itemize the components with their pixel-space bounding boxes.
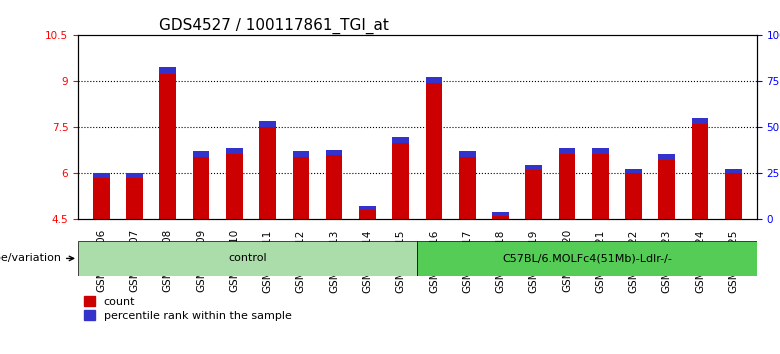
Bar: [259, 127, 276, 219]
Bar: [426, 77, 442, 83]
Bar: [159, 67, 176, 74]
Bar: [592, 148, 608, 154]
Bar: [626, 169, 642, 173]
FancyBboxPatch shape: [417, 241, 757, 276]
Bar: [93, 173, 110, 178]
Bar: [93, 178, 110, 219]
Bar: [392, 143, 409, 219]
Bar: [126, 178, 143, 219]
Bar: [292, 156, 309, 219]
Bar: [159, 74, 176, 219]
Bar: [492, 216, 509, 219]
Bar: [526, 170, 542, 219]
Bar: [193, 151, 209, 156]
Bar: [592, 154, 608, 219]
Legend: count, percentile rank within the sample: count, percentile rank within the sample: [83, 296, 292, 321]
Bar: [259, 121, 276, 127]
Bar: [126, 173, 143, 178]
Bar: [326, 155, 342, 219]
Bar: [526, 165, 542, 170]
Bar: [692, 118, 708, 124]
Bar: [459, 156, 476, 219]
Text: genotype/variation: genotype/variation: [0, 253, 73, 263]
Bar: [558, 154, 576, 219]
Bar: [359, 206, 376, 210]
Bar: [359, 210, 376, 219]
Bar: [658, 160, 675, 219]
Bar: [326, 149, 342, 155]
Bar: [658, 154, 675, 160]
Bar: [292, 151, 309, 156]
Bar: [226, 148, 243, 154]
Bar: [626, 173, 642, 219]
Bar: [725, 169, 742, 173]
FancyBboxPatch shape: [78, 241, 417, 276]
Bar: [226, 154, 243, 219]
Bar: [725, 173, 742, 219]
Text: control: control: [229, 253, 267, 263]
Text: GDS4527 / 100117861_TGI_at: GDS4527 / 100117861_TGI_at: [159, 18, 389, 34]
Text: C57BL/6.MOLFc4(51Mb)-Ldlr-/-: C57BL/6.MOLFc4(51Mb)-Ldlr-/-: [502, 253, 672, 263]
Bar: [193, 156, 209, 219]
Bar: [558, 148, 576, 154]
Bar: [692, 124, 708, 219]
Bar: [426, 83, 442, 219]
Bar: [392, 137, 409, 143]
Bar: [459, 152, 476, 156]
Bar: [492, 212, 509, 216]
